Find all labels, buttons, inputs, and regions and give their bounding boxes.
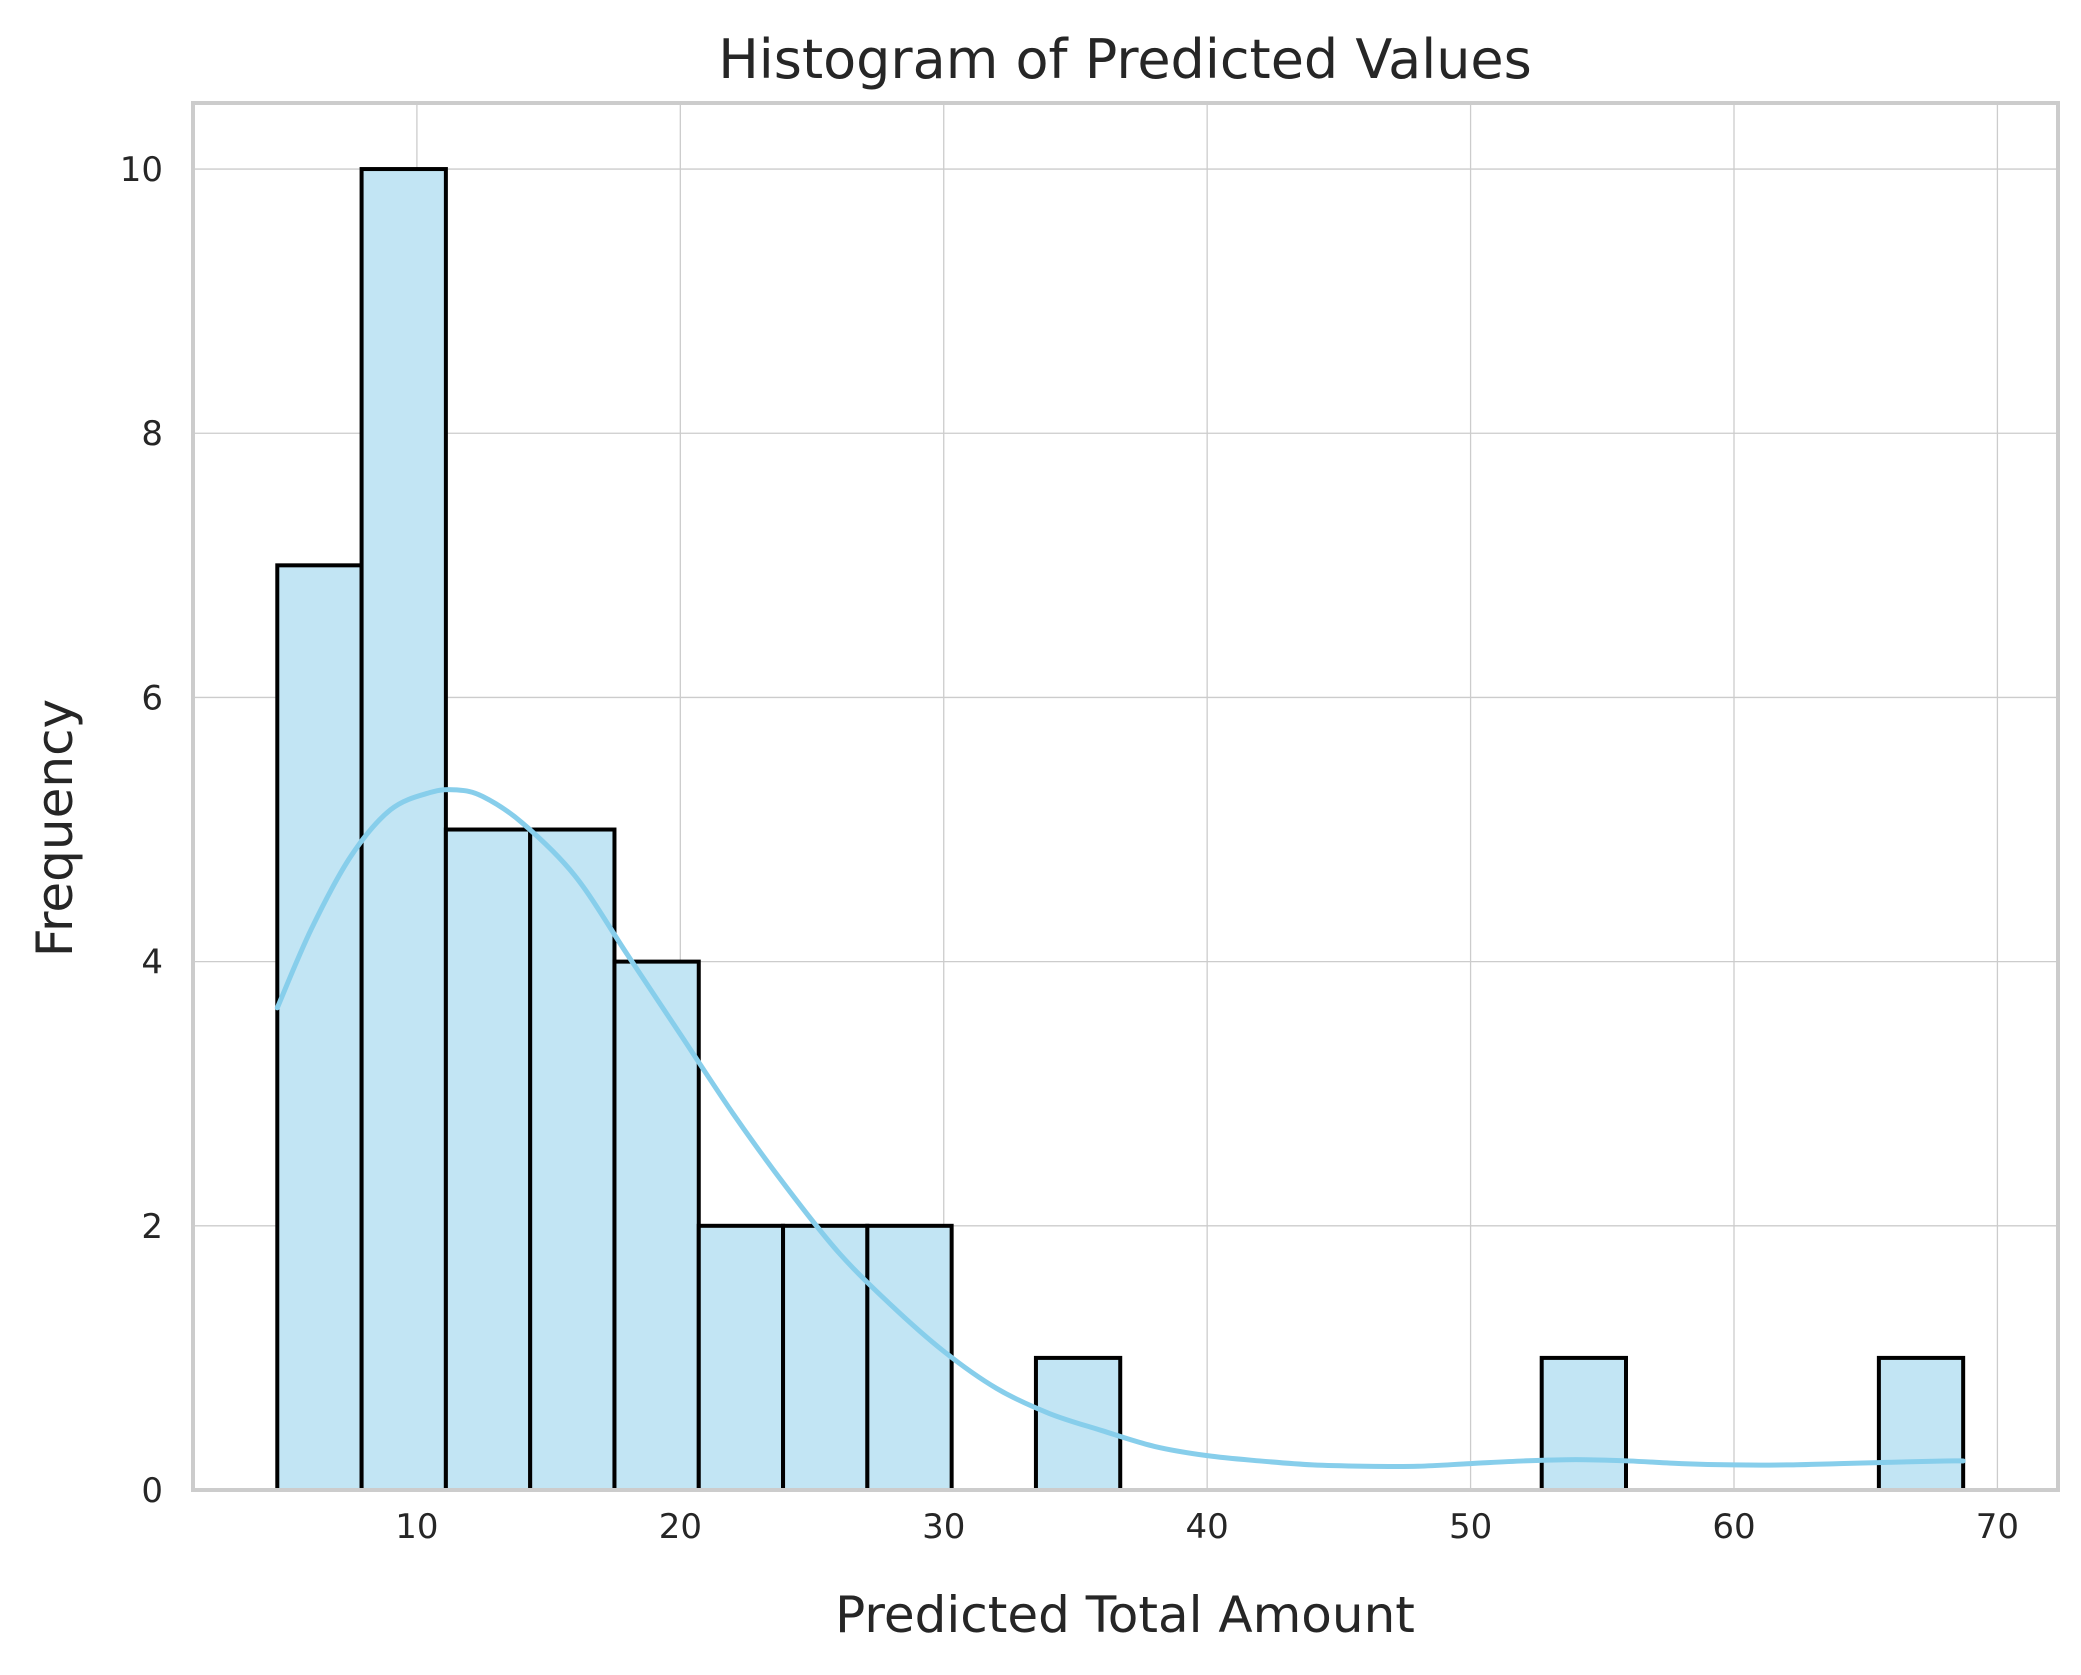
- x-tick-label: 70: [1976, 1507, 2019, 1547]
- histogram-bars: [275, 167, 1966, 1493]
- histogram-bar: [612, 959, 701, 1492]
- y-tick-label: 10: [120, 150, 163, 190]
- histogram-bar: [1876, 1355, 1966, 1493]
- x-tick-label: 10: [395, 1507, 438, 1547]
- x-tick-label: 60: [1712, 1507, 1755, 1547]
- x-axis-label: Predicted Total Amount: [835, 1586, 1415, 1644]
- y-axis-label: Frequency: [26, 699, 84, 957]
- histogram-bar: [865, 1223, 954, 1493]
- x-tick-label: 30: [922, 1507, 965, 1547]
- histogram-bar: [781, 1223, 870, 1493]
- y-tick-label: 0: [141, 1471, 163, 1511]
- histogram-bar: [696, 1223, 786, 1493]
- histogram-bar: [275, 563, 364, 1492]
- y-tick-label: 8: [141, 414, 163, 454]
- x-tick-label: 20: [659, 1507, 702, 1547]
- grid-lines: [193, 103, 2058, 1491]
- x-tick-label: 50: [1449, 1507, 1492, 1547]
- histogram-bar: [443, 827, 533, 1492]
- histogram-bar: [528, 827, 617, 1492]
- y-tick-label: 6: [141, 678, 163, 718]
- x-tick-label: 40: [1186, 1507, 1229, 1547]
- y-tick-label: 2: [141, 1207, 163, 1247]
- chart-title: Histogram of Predicted Values: [718, 28, 1532, 91]
- plot-frame: [191, 101, 2060, 1492]
- histogram-bar: [1539, 1355, 1628, 1493]
- kde-line: [274, 787, 1966, 1469]
- histogram-bar: [359, 167, 448, 1493]
- y-tick-label: 4: [141, 943, 163, 983]
